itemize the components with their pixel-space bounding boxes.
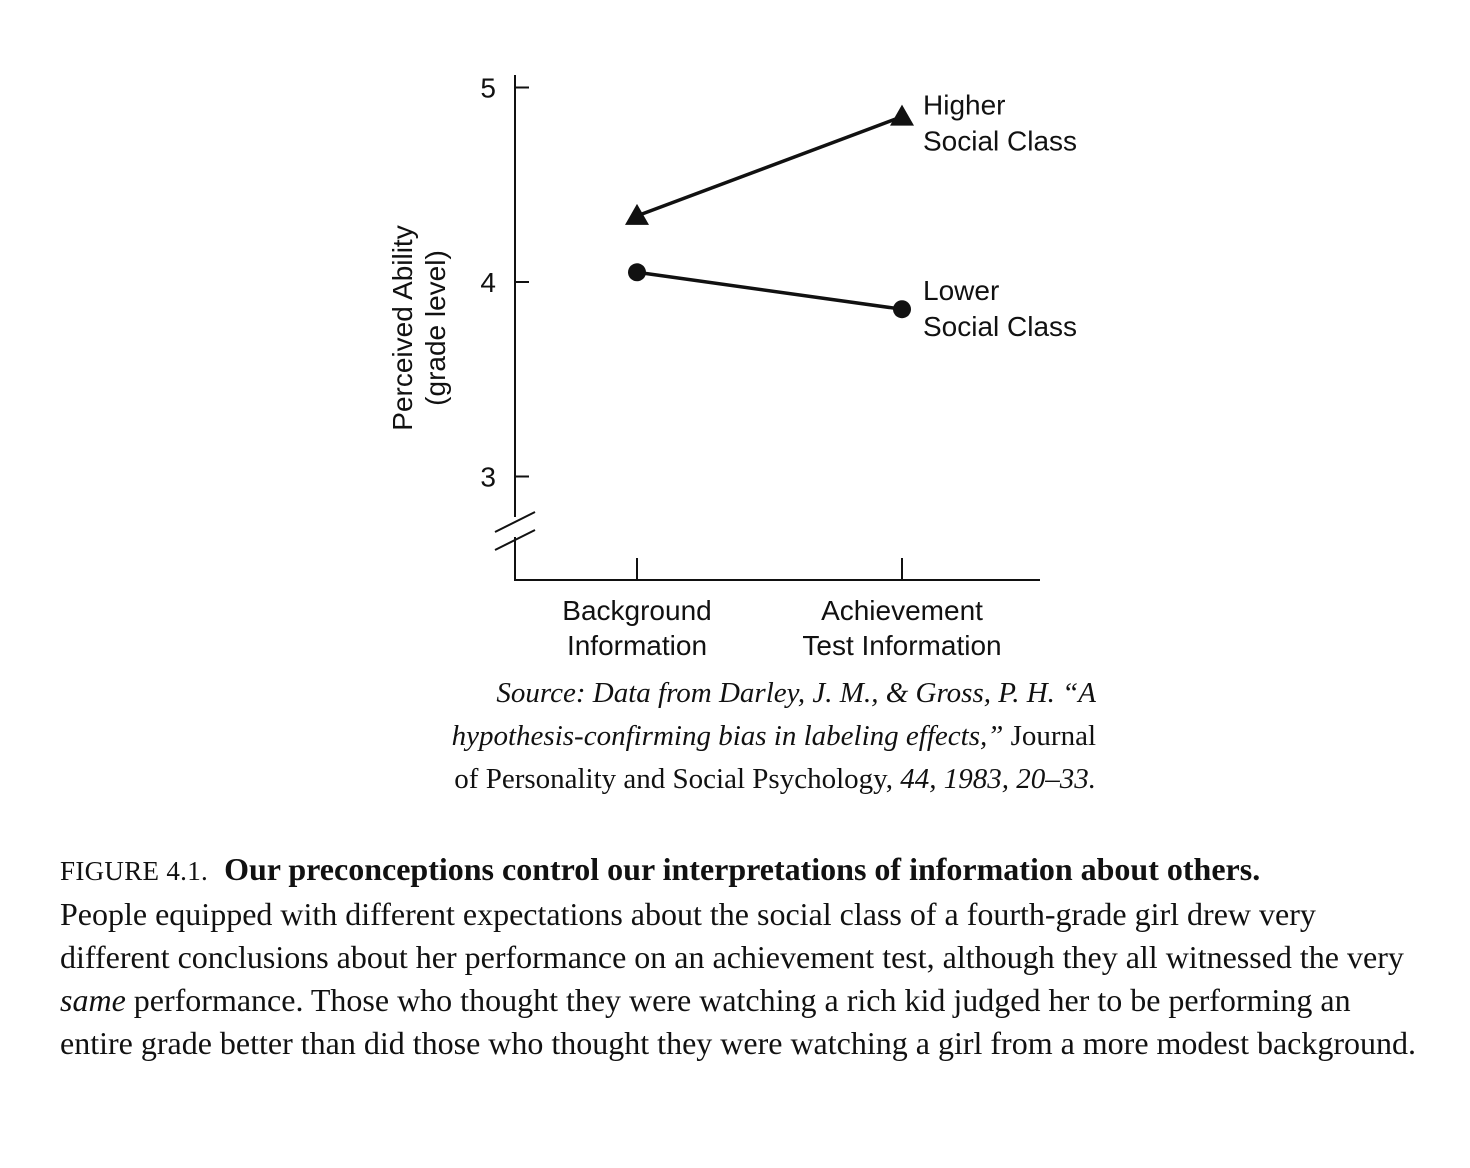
data-point-circle (893, 300, 911, 319)
chart-series (625, 104, 914, 319)
figure-label: FIGURE 4.1. (60, 856, 209, 886)
axis-break-mark (494, 529, 536, 551)
x-tick-label: Information (567, 630, 707, 661)
data-point-circle (628, 263, 646, 282)
data-point-triangle (890, 104, 914, 126)
source-line-2-italic: hypothesis-confirming bias in labeling e… (451, 720, 1004, 752)
x-tick-label: Test Information (802, 630, 1001, 661)
figure-caption: FIGURE 4.1. Our preconceptions control o… (60, 848, 1430, 1065)
y-tick-label: 4 (480, 267, 496, 298)
figure-title: Our preconceptions control our interpret… (224, 851, 1261, 887)
x-tick-label: Achievement (821, 595, 983, 626)
caption-body-text: People equipped with different expectati… (60, 896, 1404, 975)
chart-labels: 3 4 5 Background Information Achievement Test … (387, 73, 1077, 662)
caption-emphasis: same (60, 982, 126, 1018)
source-line-3-citation: 44, 1983, 20–33. (893, 763, 1096, 795)
series-label: Higher (923, 90, 1005, 121)
chart-axes (494, 75, 1040, 581)
y-axis-title: (grade level) (420, 250, 451, 406)
source-line-2-journal: Journal (1003, 720, 1096, 752)
source-note: Source: Data from Darley, J. M., & Gross… (380, 672, 1096, 801)
caption-body: People equipped with different expectati… (60, 893, 1430, 1065)
series-label: Lower (923, 275, 999, 306)
series-line (636, 270, 903, 311)
y-tick-label: 3 (480, 462, 496, 493)
source-line-3-journal: of Personality and Social Psychology, (454, 763, 893, 795)
axis-break-mark (494, 511, 536, 533)
series-line (636, 115, 903, 218)
y-tick-label: 5 (480, 73, 496, 104)
caption-heading: FIGURE 4.1. Our preconceptions control o… (60, 848, 1430, 893)
series-label: Social Class (923, 311, 1077, 342)
source-line-1: Source: Data from Darley, J. M., & Gross… (496, 677, 1096, 709)
data-point-triangle (625, 203, 649, 225)
y-axis-title: Perceived Ability (387, 225, 418, 430)
caption-body-text-end: performance. Those who thought they were… (60, 982, 1417, 1061)
x-tick-label: Background (562, 595, 711, 626)
series-label: Social Class (923, 126, 1077, 157)
line-chart: 3 4 5 Background Information Achievement Test … (387, 73, 1077, 662)
